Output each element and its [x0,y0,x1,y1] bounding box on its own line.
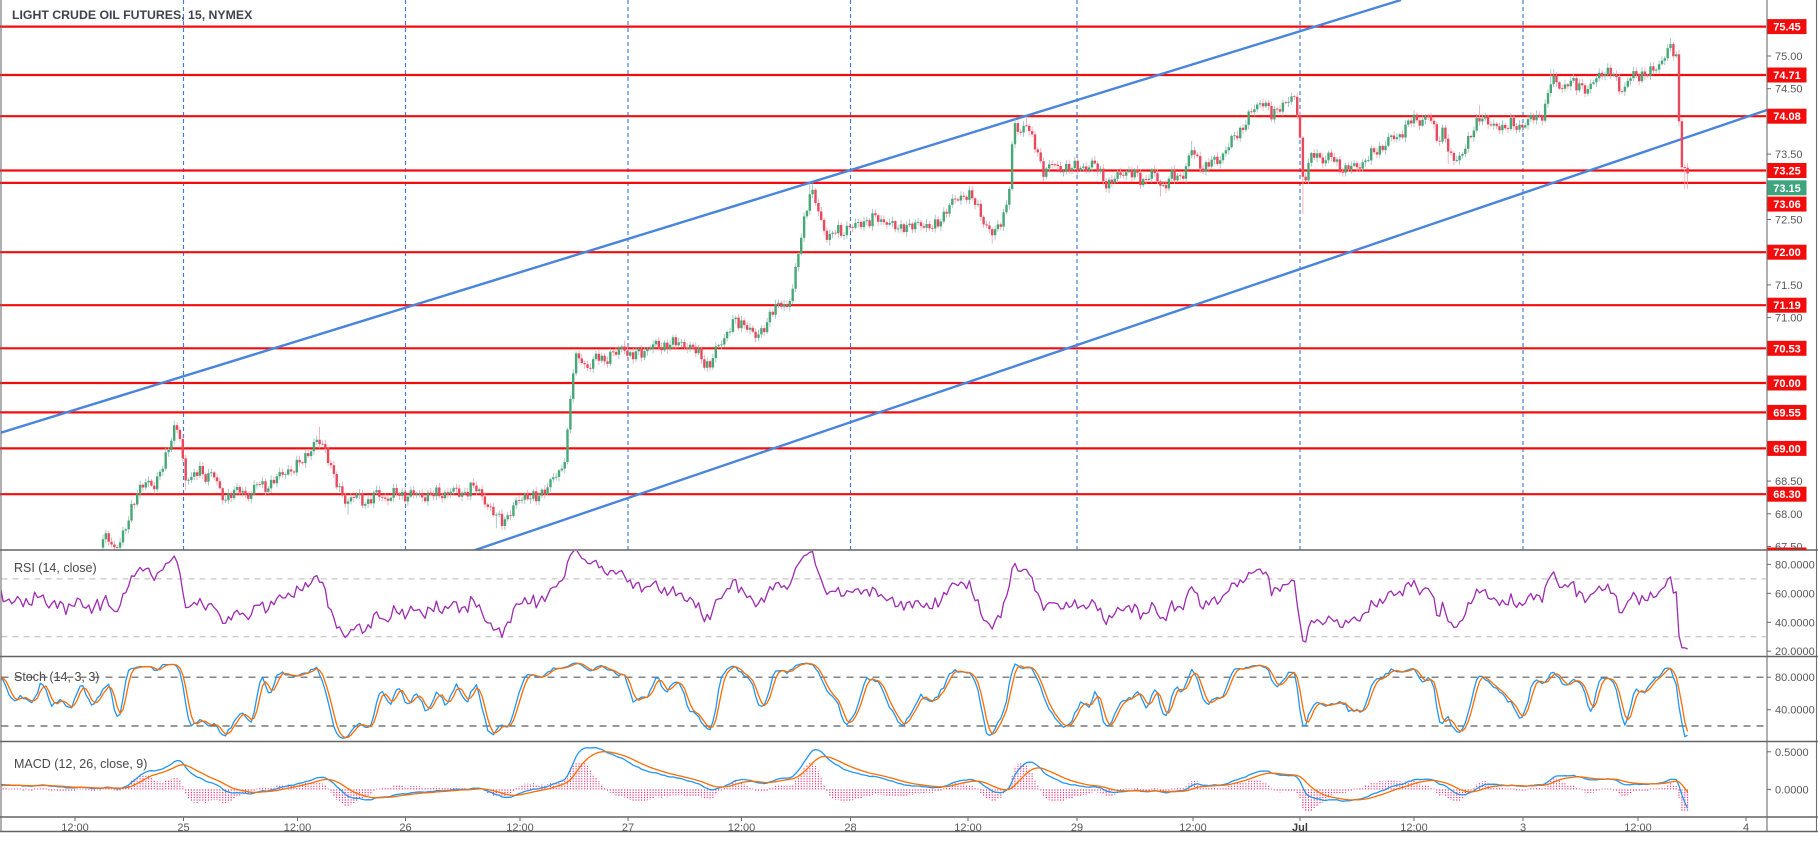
svg-text:71.00: 71.00 [1775,313,1803,325]
svg-text:68.50: 68.50 [1775,476,1803,488]
svg-text:60.0000: 60.0000 [1775,588,1815,600]
svg-text:27: 27 [622,822,634,834]
svg-text:MACD (12, 26, close, 9): MACD (12, 26, close, 9) [14,757,147,771]
svg-text:73.06: 73.06 [1773,199,1801,211]
svg-text:12:00: 12:00 [284,822,312,834]
svg-text:0.5000: 0.5000 [1775,747,1809,759]
svg-text:74.71: 74.71 [1773,70,1801,82]
svg-text:71.19: 71.19 [1773,300,1801,312]
svg-text:12:00: 12:00 [1179,822,1207,834]
svg-text:Jul: Jul [1292,822,1308,834]
svg-text:20.0000: 20.0000 [1775,646,1815,658]
svg-text:75.45: 75.45 [1773,22,1801,34]
svg-text:Stoch (14, 3, 3): Stoch (14, 3, 3) [14,670,99,684]
svg-text:71.50: 71.50 [1775,280,1803,292]
svg-text:12:00: 12:00 [728,822,756,834]
svg-text:69.55: 69.55 [1773,407,1801,419]
svg-text:12:00: 12:00 [506,822,534,834]
svg-text:69.00: 69.00 [1773,443,1801,455]
svg-text:0.0000: 0.0000 [1775,784,1809,796]
svg-text:3: 3 [1520,822,1526,834]
svg-text:29: 29 [1071,822,1083,834]
svg-text:70.00: 70.00 [1773,378,1801,390]
svg-text:68.30: 68.30 [1773,489,1801,501]
svg-text:28: 28 [844,822,856,834]
svg-text:74.08: 74.08 [1773,111,1801,123]
svg-text:LIGHT CRUDE OIL FUTURES, 15, N: LIGHT CRUDE OIL FUTURES, 15, NYMEX [12,8,253,22]
svg-text:12:00: 12:00 [954,822,982,834]
svg-text:80.0000: 80.0000 [1775,672,1815,684]
svg-text:75.00: 75.00 [1775,51,1803,63]
svg-text:40.0000: 40.0000 [1775,617,1815,629]
svg-text:72.50: 72.50 [1775,215,1803,227]
svg-text:74.50: 74.50 [1775,84,1803,96]
svg-text:72.00: 72.00 [1773,247,1801,259]
svg-text:RSI (14, close): RSI (14, close) [14,561,97,575]
svg-text:4: 4 [1743,822,1749,834]
svg-text:12:00: 12:00 [1400,822,1428,834]
svg-text:12:00: 12:00 [1624,822,1652,834]
svg-text:70.53: 70.53 [1773,343,1801,355]
svg-text:67.50: 67.50 [1775,542,1803,554]
svg-text:73.25: 73.25 [1773,166,1801,178]
svg-text:25: 25 [177,822,189,834]
svg-text:73.15: 73.15 [1773,183,1801,195]
svg-text:26: 26 [399,822,411,834]
svg-text:73.50: 73.50 [1775,149,1803,161]
svg-text:12:00: 12:00 [61,822,89,834]
svg-text:80.0000: 80.0000 [1775,559,1815,571]
svg-text:40.0000: 40.0000 [1775,705,1815,717]
svg-text:68.00: 68.00 [1775,509,1803,521]
